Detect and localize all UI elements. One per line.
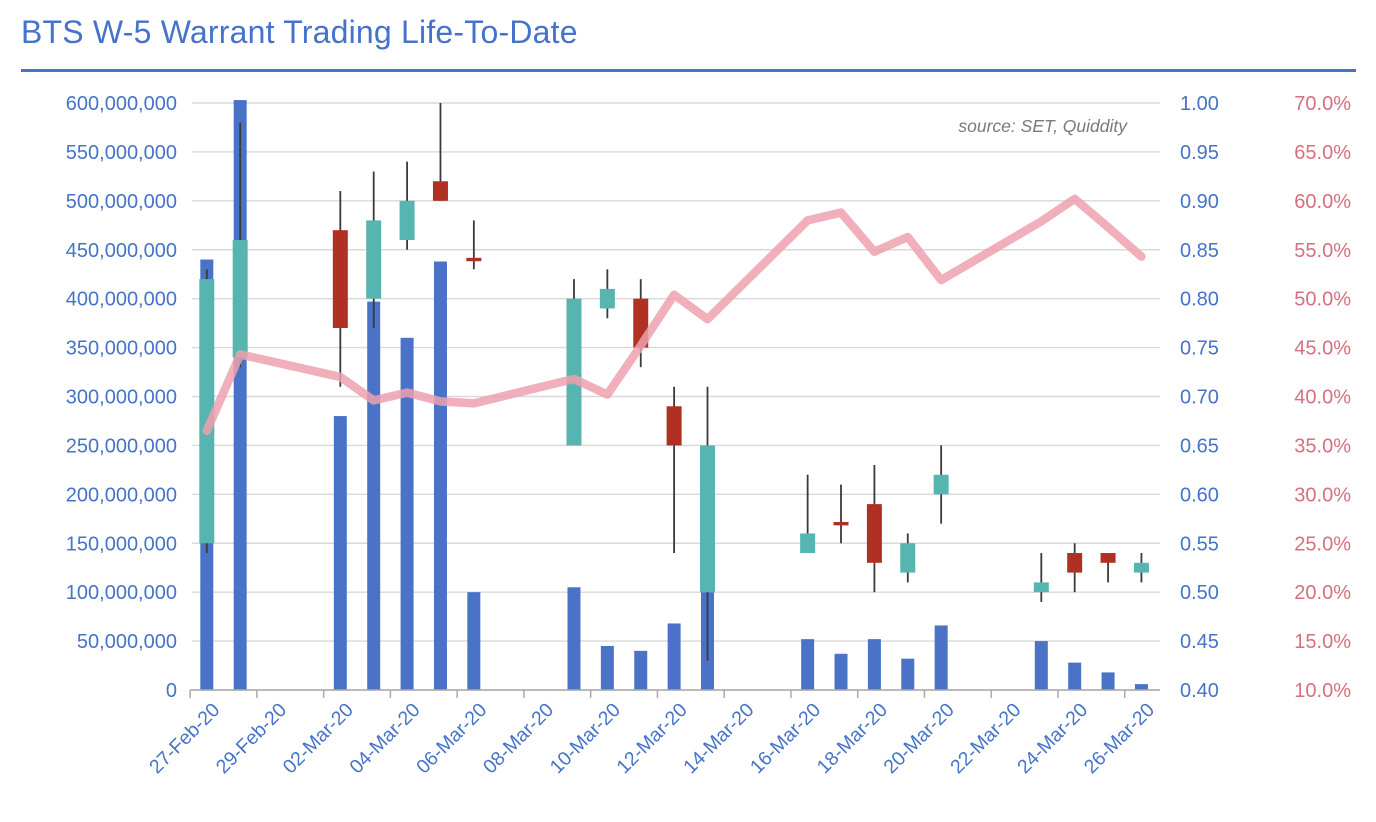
volume-bar [400,337,414,690]
x-axis-label: 14-Mar-20 [679,699,758,778]
price-axis-label: 0.95 [1180,142,1219,164]
x-axis-label: 10-Mar-20 [546,699,625,778]
candle-bullish [566,298,582,446]
volume-bar [1034,641,1048,690]
price-axis-label: 0.55 [1180,533,1219,555]
volume-bar [934,625,948,690]
pct-line [202,194,1146,435]
price-axis-label: 0.80 [1180,289,1219,311]
pct-axis-label: 20.0% [1294,582,1351,604]
volume-axis-label: 100,000,000 [66,582,177,604]
pct-axis-label: 35.0% [1294,435,1351,457]
volume-axis-label: 400,000,000 [66,289,177,311]
volume-axis-label: 0 [166,680,177,702]
pct-axis-label: 55.0% [1294,240,1351,262]
volume-bar [1068,662,1082,690]
price-axis-label: 0.65 [1180,435,1219,457]
price-axis-label: 0.85 [1180,240,1219,262]
pct-axis-label: 45.0% [1294,338,1351,360]
x-axis-label: 08-Mar-20 [479,699,558,778]
volume-axis-label: 150,000,000 [66,533,177,555]
price-axis-label: 0.70 [1180,387,1219,409]
pct-axis-label: 70.0% [1294,93,1351,115]
x-axis-label: 16-Mar-20 [746,699,825,778]
x-axis-label: 06-Mar-20 [412,699,491,778]
pct-axis-label: 30.0% [1294,484,1351,506]
pct-axis-label: 25.0% [1294,533,1351,555]
candle-bullish [700,445,715,593]
x-axis-label: 04-Mar-20 [345,699,424,778]
volume-bar [867,639,881,690]
title-divider [21,69,1356,72]
x-axis-label: 20-Mar-20 [880,699,959,778]
volume-bar [667,623,681,690]
chart-title: BTS W-5 Warrant Trading Life-To-Date [21,14,578,50]
candle-bullish [232,239,248,358]
price-axis-label: 0.75 [1180,338,1219,360]
candle-bullish [366,220,382,299]
candle-bullish [933,474,949,495]
candle-bearish [666,406,682,446]
pct-axis-label: 40.0% [1294,387,1351,409]
x-axis-label: 26-Mar-20 [1080,699,1159,778]
volume-bar [1134,684,1148,690]
source-note: source: SET, Quiddity [958,116,1127,136]
volume-bar [567,587,581,690]
price-axis-label: 0.45 [1180,631,1219,653]
volume-axis-label: 350,000,000 [66,338,177,360]
candle-bearish [833,521,849,526]
x-axis-label: 22-Mar-20 [946,699,1025,778]
volume-bar [834,653,848,690]
pct-axis-label: 15.0% [1294,631,1351,653]
x-axis-label: 29-Feb-20 [212,699,291,778]
volume-bar [467,592,481,690]
volume-bar [433,261,447,690]
price-axis-label: 0.90 [1180,191,1219,213]
pct-axis-label: 60.0% [1294,191,1351,213]
price-axis-label: 0.50 [1180,582,1219,604]
candle-bearish [1067,553,1083,573]
volume-axis-label: 600,000,000 [66,93,177,115]
pct-axis-label: 10.0% [1294,680,1351,702]
volume-bar [901,658,915,690]
volume-bar [1101,672,1115,690]
x-axis-label: 27-Feb-20 [145,699,224,778]
volume-axis-label: 550,000,000 [66,142,177,164]
candle-bullish [900,543,916,573]
candle-bullish [800,533,816,554]
volume-bar [367,301,381,690]
x-axis-label: 24-Mar-20 [1013,699,1092,778]
price-axis-label: 1.00 [1180,93,1219,115]
price-axis-label: 0.60 [1180,484,1219,506]
candle-bullish [1033,582,1049,593]
candle-bearish [332,230,348,329]
volume-axis-label: 250,000,000 [66,435,177,457]
volume-bar [634,650,648,690]
candle-bullish [1133,562,1149,573]
candle-bullish [399,200,415,240]
pct-axis-label: 65.0% [1294,142,1351,164]
volume-axis-label: 200,000,000 [66,484,177,506]
candle-bearish [866,504,882,563]
candle-bearish [466,257,482,262]
candle-bearish [1100,553,1116,563]
price-axis-label: 0.40 [1180,680,1219,702]
x-axis-label: 12-Mar-20 [612,699,691,778]
volume-axis-label: 300,000,000 [66,387,177,409]
volume-bar [801,639,815,690]
volume-axis-label: 450,000,000 [66,240,177,262]
volume-bar [600,645,614,690]
pct-axis-label: 50.0% [1294,289,1351,311]
x-axis-label: 02-Mar-20 [279,699,358,778]
volume-axis-label: 500,000,000 [66,191,177,213]
x-axis-label: 18-Mar-20 [813,699,892,778]
volume-bar [333,416,347,690]
candle-bullish [199,279,215,544]
candle-bearish [432,181,448,201]
volume-axis-label: 50,000,000 [77,631,177,653]
candle-bullish [599,288,615,309]
